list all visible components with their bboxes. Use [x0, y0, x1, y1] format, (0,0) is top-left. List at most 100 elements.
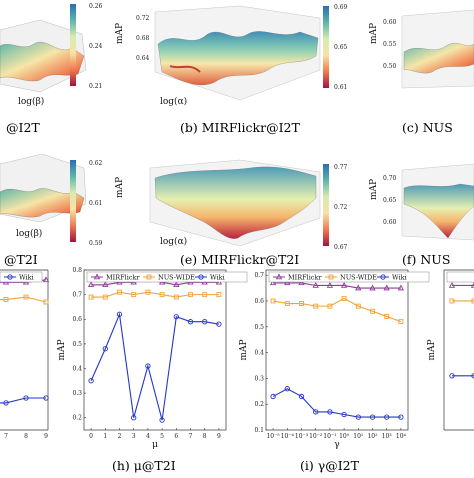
data-point	[398, 414, 404, 420]
caption-i: (i) γ@I2T	[300, 458, 360, 473]
ztick-label: 0.65	[383, 197, 397, 204]
data-point	[397, 284, 405, 291]
xaxis-label: log(β)	[18, 96, 44, 107]
zaxis-label: mAP	[115, 177, 125, 198]
surface-b	[154, 5, 321, 101]
colorbar-tick: 0.65	[334, 44, 348, 51]
ytick-label: 0.5	[72, 341, 82, 348]
colorbar-tick: 0.67	[334, 244, 348, 251]
ytick-label: 0.7	[254, 272, 264, 279]
data-point	[355, 414, 361, 420]
legend-label: NUS-WIDE	[158, 274, 195, 282]
data-point	[298, 279, 305, 286]
data-point	[187, 319, 194, 325]
colorbar-tick: 0.21	[89, 83, 102, 90]
data-point	[87, 281, 95, 288]
surface-f	[401, 163, 474, 241]
data-point	[383, 284, 390, 291]
ytick-label: 0.4	[72, 365, 82, 372]
data-point	[146, 274, 152, 280]
data-point	[448, 281, 456, 288]
xaxis-label: log(α)	[160, 236, 187, 247]
data-point	[369, 284, 376, 291]
data-point	[43, 299, 49, 305]
data-point	[284, 279, 291, 286]
data-point	[341, 295, 347, 301]
xtick-label: 10¹	[353, 433, 363, 440]
ytick-label: 0.6	[254, 298, 264, 305]
xtick-label: 3	[132, 433, 136, 440]
zaxis-label: mAP	[115, 23, 125, 44]
yaxis-label: mAP	[57, 339, 67, 360]
caption-c: (c) NUS	[402, 120, 453, 135]
data-point	[159, 292, 165, 298]
surface-c	[401, 9, 474, 89]
data-point	[380, 274, 386, 280]
caption-b: (b) MIRFlickr@I2T	[180, 120, 300, 135]
caption-h: (h) μ@T2I	[112, 458, 176, 473]
data-point	[116, 311, 123, 317]
legend-label: MIRFlickr	[106, 274, 140, 282]
xaxis-label: log(β)	[16, 228, 42, 239]
data-point	[3, 297, 9, 302]
data-point	[270, 298, 276, 304]
data-point	[145, 289, 151, 295]
zaxis-label: mAP	[369, 179, 379, 200]
xtick-label: 10⁴	[396, 433, 407, 440]
data-point	[326, 281, 334, 288]
ytick-label: 0.3	[72, 390, 82, 397]
xaxis-label: γ	[334, 440, 339, 450]
ztick-label: 0.60	[383, 19, 397, 26]
colorbar	[70, 160, 76, 242]
plot-frame	[83, 269, 227, 431]
colorbar-tick: 0.69	[334, 4, 348, 11]
xtick-label: 6	[174, 433, 178, 440]
xtick-label: 9	[44, 433, 48, 440]
colorbar-tick: 0.61	[334, 84, 347, 91]
colorbar-tick: 0.24	[89, 43, 103, 50]
ztick-label: 0.64	[136, 55, 150, 62]
panel-h: 0.2 0.3 0.4 0.5 0.6 0.7 0.8 0 1 2 3 4 5 6 7 8 9 μ mAP MIRFl…	[57, 267, 248, 450]
colorbar	[70, 4, 76, 86]
data-point	[384, 314, 390, 319]
xtick-label: 1	[103, 433, 107, 440]
colorbar-tick: 0.26	[89, 3, 103, 10]
data-point	[198, 274, 204, 280]
xtick-label: 10³	[382, 433, 393, 440]
data-point	[398, 319, 404, 325]
xtick-label: 8	[203, 433, 207, 440]
data-point	[216, 321, 222, 327]
caption-f: (f) NUS	[402, 252, 450, 267]
colorbar-tick: 0.61	[89, 200, 102, 207]
xtick-label: 4	[146, 433, 150, 440]
legend-label: NUS-WIDE	[340, 274, 377, 282]
colorbar	[323, 164, 329, 246]
xtick-label: 2	[118, 433, 122, 440]
data-point	[145, 363, 151, 369]
panel-b: mAP 0.72 0.68 0.64 log(α) 0.69 0.65 0.61…	[115, 4, 348, 135]
data-point	[42, 276, 50, 283]
data-point	[299, 301, 304, 306]
ztick-label: 0.50	[383, 63, 397, 70]
legend-label: Wiki	[210, 274, 225, 282]
data-point	[284, 301, 290, 306]
ytick-label: 0.5	[254, 324, 264, 331]
xtick-label: 7	[4, 433, 8, 440]
data-point	[449, 298, 455, 304]
data-point	[298, 393, 305, 400]
data-point	[173, 314, 179, 320]
panel-d: log(β) 0.62 0.61 0.59 @T2I	[0, 153, 103, 267]
data-point	[328, 274, 334, 280]
xtick-label: 10⁻³	[295, 433, 309, 440]
data-point	[327, 303, 333, 309]
data-point	[384, 414, 390, 420]
xaxis-label: log(α)	[160, 96, 187, 107]
xtick-label: 9	[217, 433, 221, 440]
xtick-label: 0	[89, 433, 93, 440]
data-point	[102, 294, 108, 300]
xtick-label: 7	[189, 433, 193, 440]
data-point	[312, 281, 319, 288]
data-point	[355, 284, 362, 291]
data-point	[313, 409, 319, 415]
